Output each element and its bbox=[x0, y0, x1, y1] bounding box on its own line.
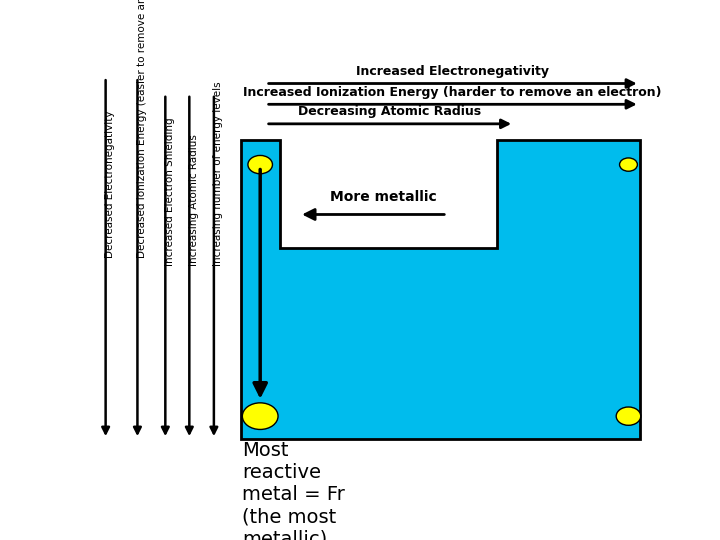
Circle shape bbox=[619, 158, 637, 171]
Text: Increasing number of energy levels: Increasing number of energy levels bbox=[213, 82, 223, 266]
Text: Increasing Atomic Radius: Increasing Atomic Radius bbox=[189, 134, 199, 266]
Polygon shape bbox=[240, 140, 639, 439]
Text: More metallic: More metallic bbox=[330, 190, 436, 204]
Text: Increased Electronegativity: Increased Electronegativity bbox=[356, 65, 549, 78]
Text: Decreased Ionization Energy (easier to remove an electron): Decreased Ionization Energy (easier to r… bbox=[137, 0, 147, 258]
Text: Most
reactive
metal = Fr
(the most
metallic): Most reactive metal = Fr (the most metal… bbox=[242, 441, 345, 540]
Text: Increased Electron Shielding: Increased Electron Shielding bbox=[165, 118, 175, 266]
Circle shape bbox=[248, 156, 272, 174]
Text: Increased Ionization Energy (harder to remove an electron): Increased Ionization Energy (harder to r… bbox=[243, 86, 662, 99]
Circle shape bbox=[616, 407, 641, 426]
Text: Decreased Electronegativity: Decreased Electronegativity bbox=[105, 111, 115, 258]
Circle shape bbox=[243, 403, 278, 429]
Text: Decreasing Atomic Radius: Decreasing Atomic Radius bbox=[298, 105, 482, 118]
